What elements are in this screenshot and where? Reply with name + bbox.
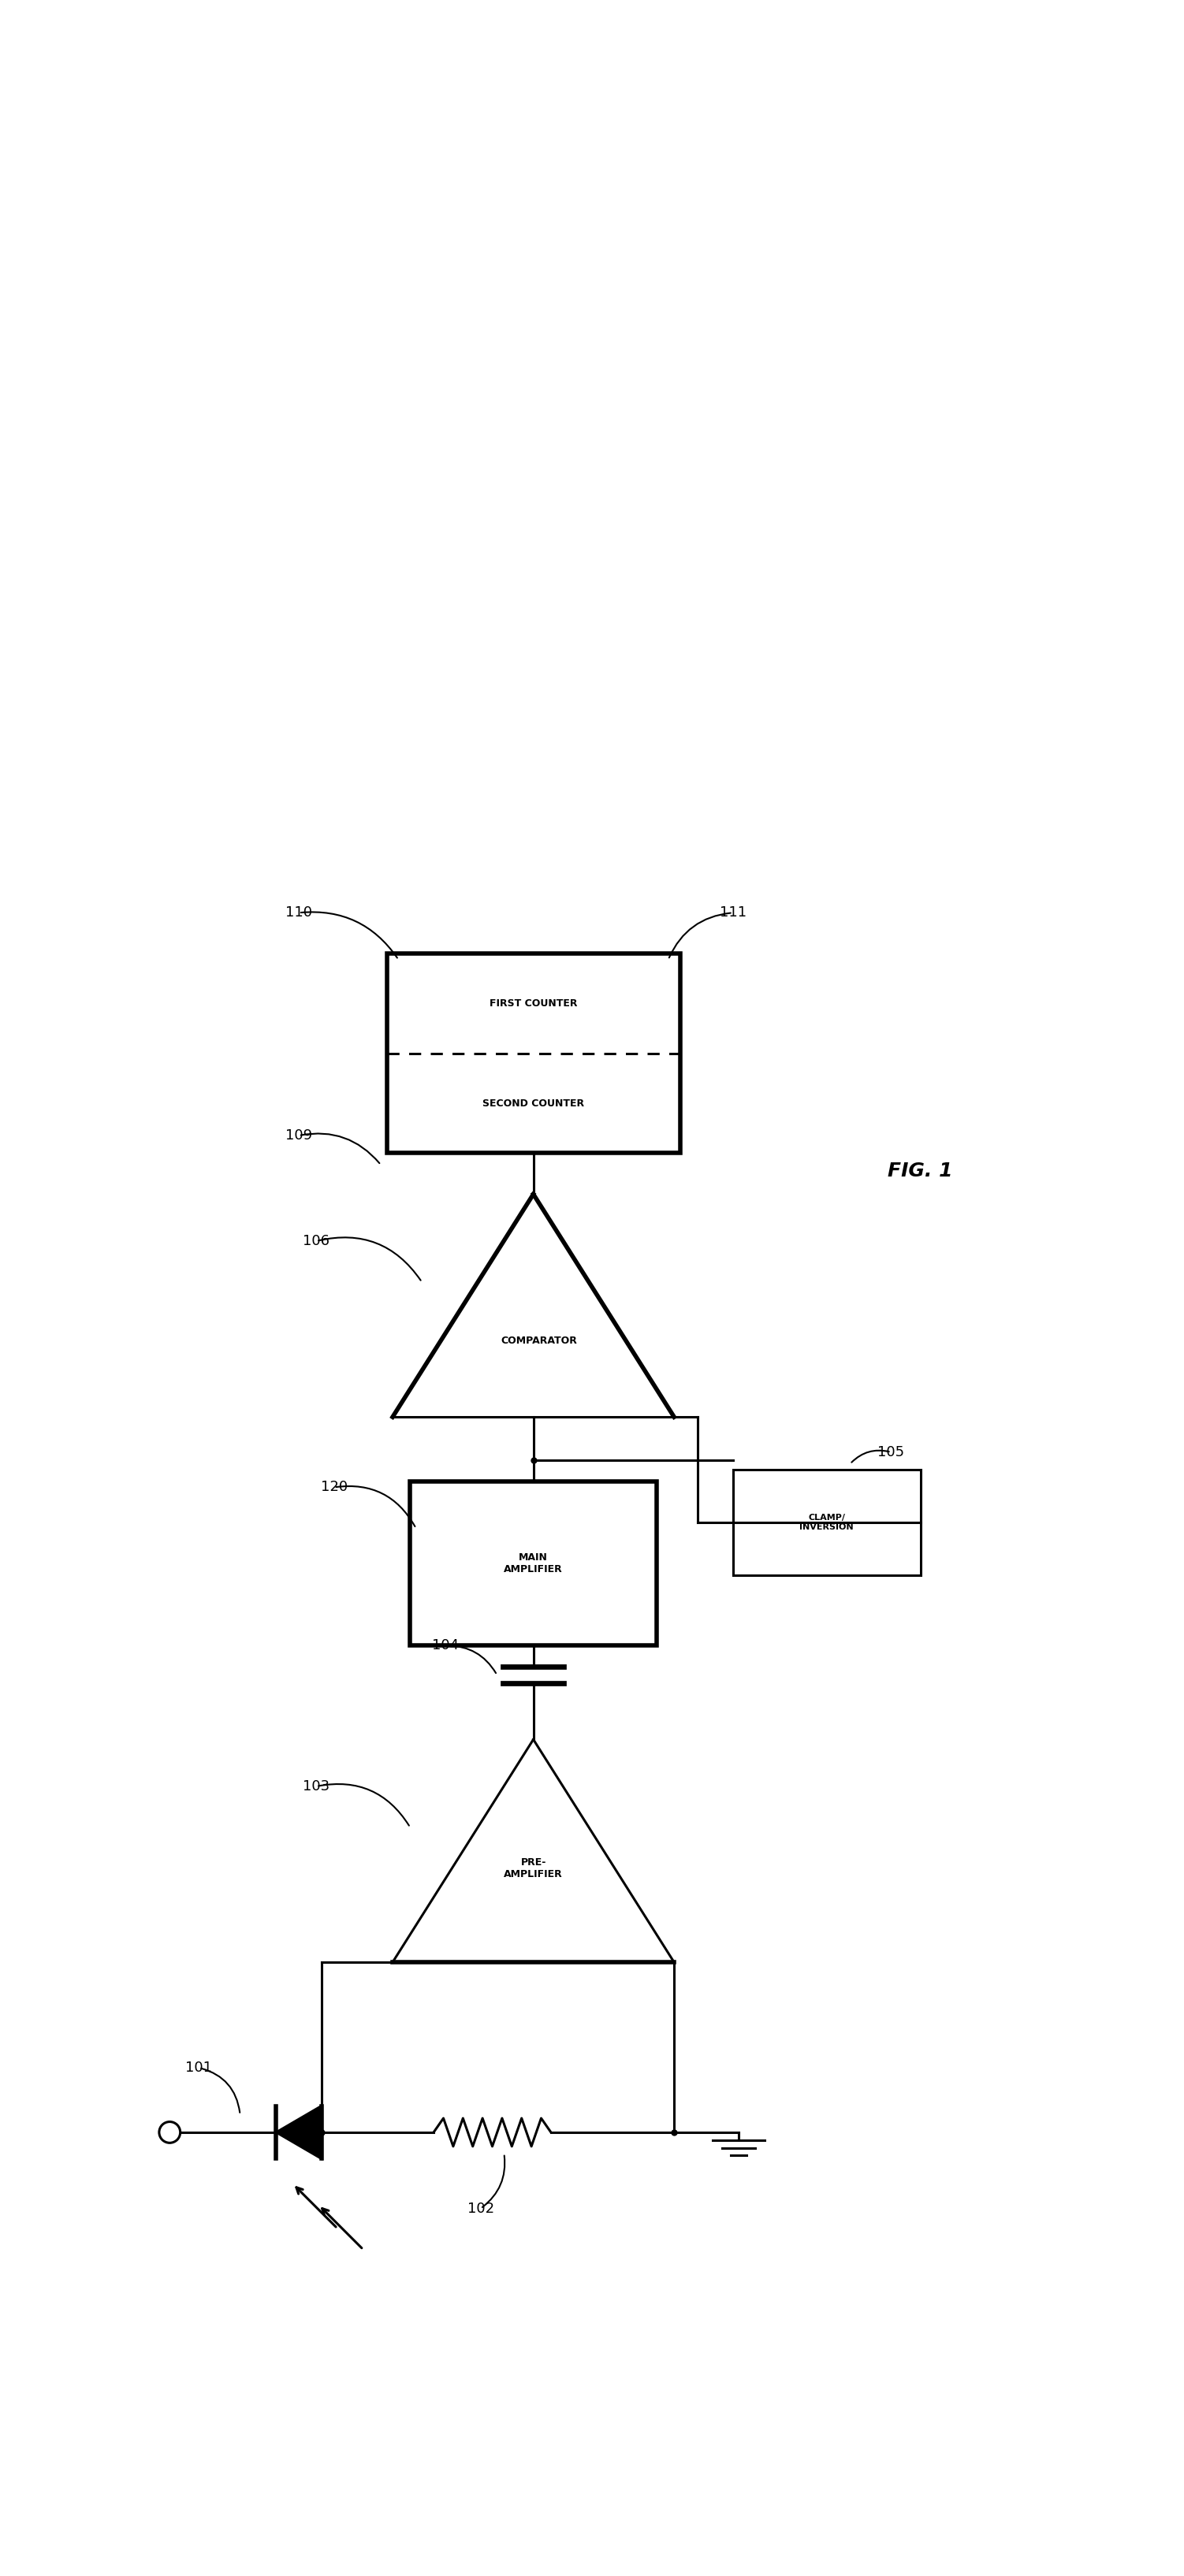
Bar [410, 1481, 656, 1646]
Text: 104: 104 [432, 1638, 459, 1654]
Text: 111: 111 [720, 907, 746, 920]
Text: 101: 101 [186, 2061, 212, 2074]
Text: 102: 102 [468, 2202, 494, 2215]
Polygon shape [276, 2107, 321, 2159]
Text: 105: 105 [877, 1445, 905, 1458]
Text: 120: 120 [321, 1481, 347, 1494]
Text: 110: 110 [285, 907, 313, 920]
Bar [387, 953, 680, 1154]
Text: CLAMP/
INVERSION: CLAMP/ INVERSION [799, 1515, 854, 1530]
Text: FIG. 1: FIG. 1 [888, 1162, 953, 1180]
Text: MAIN
AMPLIFIER: MAIN AMPLIFIER [504, 1553, 562, 1574]
Text: FIRST COUNTER: FIRST COUNTER [489, 999, 578, 1010]
Text: 103: 103 [303, 1780, 330, 1793]
Text: PRE-
AMPLIFIER: PRE- AMPLIFIER [504, 1857, 562, 1880]
Text: 109: 109 [285, 1128, 313, 1144]
Bar [733, 1471, 920, 1577]
Text: COMPARATOR: COMPARATOR [501, 1334, 578, 1345]
Text: 106: 106 [303, 1234, 329, 1249]
Text: SECOND COUNTER: SECOND COUNTER [482, 1097, 584, 1108]
